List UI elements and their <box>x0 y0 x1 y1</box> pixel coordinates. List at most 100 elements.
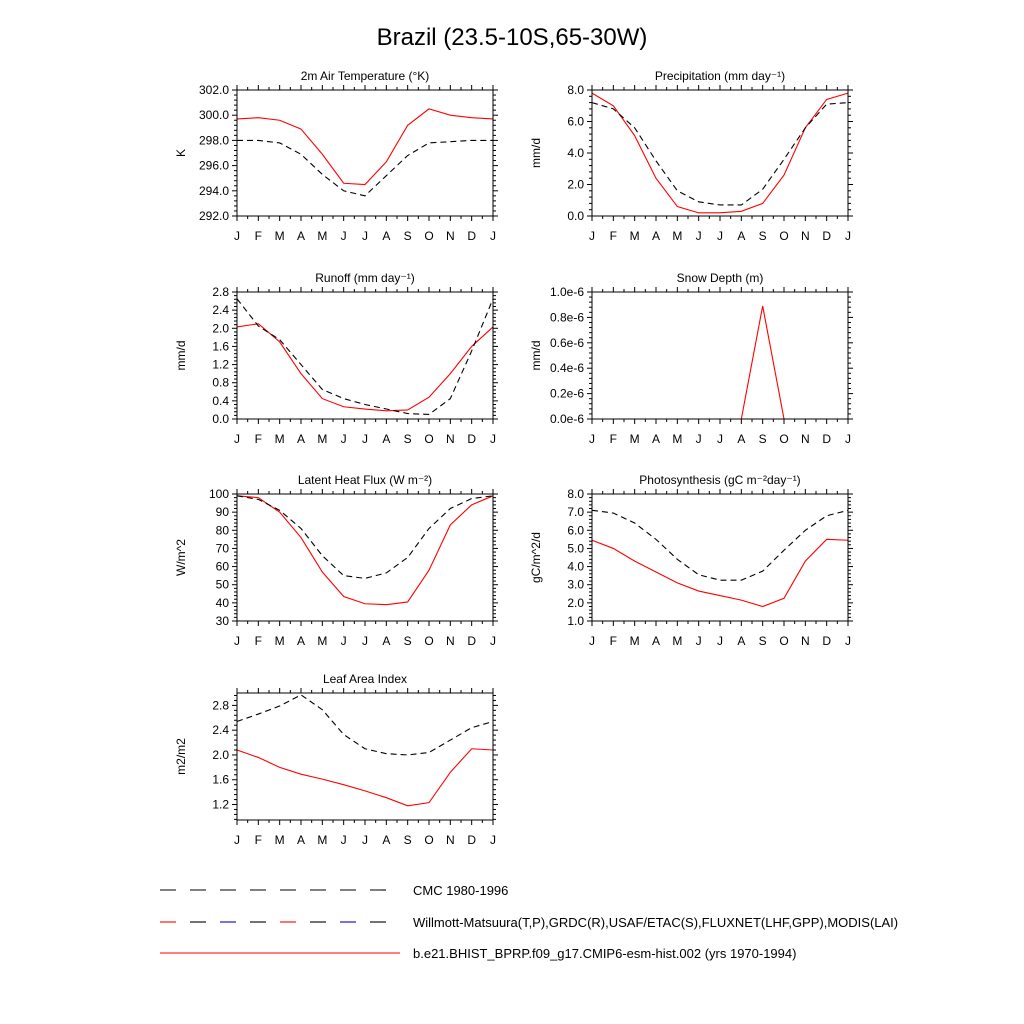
x-tick-label: J <box>696 229 702 243</box>
x-tick-label: J <box>341 833 347 847</box>
x-tick-label: A <box>652 229 660 243</box>
x-tick-label: J <box>490 634 496 648</box>
x-tick-label: F <box>255 833 262 847</box>
x-tick-label: J <box>589 634 595 648</box>
figure-title: Brazil (23.5-10S,65-30W) <box>377 24 648 51</box>
x-tick-label: M <box>275 229 285 243</box>
panels: J F M A M J J A S O N D J292.0294.0296.0298.0300.030… <box>174 69 853 847</box>
x-tick-label: A <box>297 432 305 446</box>
x-tick-label: O <box>779 229 788 243</box>
y-tick-label: 50 <box>216 578 230 592</box>
obs-series-line <box>236 495 494 579</box>
y-axis-label: mm/d <box>529 341 543 371</box>
x-tick-label: O <box>779 432 788 446</box>
x-tick-label: D <box>822 432 831 446</box>
legend-label: Willmott-Matsuura(T,P),GRDC(R),USAF/ETAC… <box>413 915 898 930</box>
model-series-line <box>236 323 494 412</box>
x-tick-label: J <box>234 432 240 446</box>
x-tick-label: J <box>362 432 368 446</box>
y-tick-label: 302.0 <box>199 83 229 97</box>
x-tick-label: O <box>424 432 433 446</box>
x-tick-label: A <box>382 229 390 243</box>
plot-frame <box>591 291 849 420</box>
y-tick-label: 292.0 <box>199 209 229 223</box>
y-tick-label: 60 <box>216 560 230 574</box>
model-series-line <box>236 748 494 807</box>
plot-frame <box>236 692 494 821</box>
x-tick-label: N <box>446 833 455 847</box>
obs-series-line <box>591 102 849 206</box>
x-tick-label: M <box>317 634 327 648</box>
panel-title: 2m Air Temperature (°K) <box>301 69 430 83</box>
x-tick-label: J <box>717 229 723 243</box>
x-tick-label: N <box>801 432 810 446</box>
panel-title: Runoff (mm day⁻¹) <box>315 271 414 285</box>
panel-title: Snow Depth (m) <box>677 271 764 285</box>
x-tick-label: M <box>317 432 327 446</box>
x-tick-label: A <box>652 634 660 648</box>
panel-4: J F M A M J J A S O N D J0.0e-60.2e-60.4e-60.6e-60.8… <box>529 271 853 446</box>
x-tick-label: A <box>737 229 745 243</box>
x-tick-label: M <box>672 229 682 243</box>
x-tick-label: J <box>341 432 347 446</box>
x-tick-label: S <box>404 229 412 243</box>
y-tick-label: 1.0 <box>567 614 584 628</box>
legend: CMC 1980-1996 Willmott-Matsuura(T,P),GRDC… <box>160 883 898 961</box>
y-tick-label: 2.4 <box>212 723 229 737</box>
plot-frame <box>591 89 849 217</box>
x-tick-label: J <box>696 634 702 648</box>
y-tick-label: 0.2e-6 <box>550 387 584 401</box>
x-tick-label: J <box>234 833 240 847</box>
y-tick-label: 6.0 <box>567 523 584 537</box>
y-tick-label: 8.0 <box>567 83 584 97</box>
panel-1: J F M A M J J A S O N D J292.0294.0296.0298.0300.030… <box>174 69 498 243</box>
x-tick-label: J <box>589 229 595 243</box>
panel-3: J F M A M J J A S O N D J0.00.40.81.21.62.02.42.8Run… <box>174 271 498 446</box>
x-tick-label: J <box>341 229 347 243</box>
model-series-line <box>591 92 849 214</box>
x-tick-label: M <box>275 634 285 648</box>
x-tick-label: F <box>255 432 262 446</box>
x-tick-label: D <box>822 634 831 648</box>
legend-item: b.e21.BHIST_BPRP.f09_g17.CMIP6-esm-hist.… <box>160 946 796 961</box>
x-tick-label: S <box>404 634 412 648</box>
plot-frame <box>236 89 494 217</box>
y-tick-label: 2.4 <box>212 303 229 317</box>
y-axis-label: m2/m2 <box>174 738 188 775</box>
y-tick-label: 0.0e-6 <box>550 412 584 426</box>
panel-title: Photosynthesis (gC m⁻²day⁻¹) <box>639 473 800 487</box>
obs-series-line <box>236 694 494 756</box>
plot-frame <box>236 493 494 622</box>
x-tick-label: A <box>652 432 660 446</box>
y-tick-label: 1.0e-6 <box>550 285 584 299</box>
y-tick-label: 3.0 <box>567 578 584 592</box>
panel-title: Leaf Area Index <box>323 672 407 686</box>
panel-6: J F M A M J J A S O N D J1.02.03.04.05.06.07.08.0Pho… <box>529 473 853 648</box>
y-tick-label: 2.0 <box>567 596 584 610</box>
x-tick-label: D <box>822 229 831 243</box>
legend-item: Willmott-Matsuura(T,P),GRDC(R),USAF/ETAC… <box>160 915 898 930</box>
x-tick-label: J <box>490 833 496 847</box>
x-tick-label: J <box>717 432 723 446</box>
x-tick-label: A <box>382 634 390 648</box>
x-tick-label: M <box>672 432 682 446</box>
y-tick-label: 40 <box>216 596 230 610</box>
x-tick-label: M <box>275 432 285 446</box>
y-tick-label: 294.0 <box>199 184 229 198</box>
y-tick-label: 2.8 <box>212 285 229 299</box>
y-tick-label: 4.0 <box>567 146 584 160</box>
y-tick-label: 70 <box>216 541 230 555</box>
y-axis-label: K <box>174 149 188 157</box>
x-tick-label: F <box>255 634 262 648</box>
x-tick-label: N <box>801 634 810 648</box>
y-tick-label: 1.6 <box>212 339 229 353</box>
panel-2: J F M A M J J A S O N D J0.02.04.06.08.0Precipitatio… <box>529 69 853 243</box>
x-tick-label: J <box>845 432 851 446</box>
y-tick-label: 8.0 <box>567 487 584 501</box>
x-tick-label: M <box>317 833 327 847</box>
x-tick-label: D <box>467 229 476 243</box>
x-tick-label: S <box>404 833 412 847</box>
